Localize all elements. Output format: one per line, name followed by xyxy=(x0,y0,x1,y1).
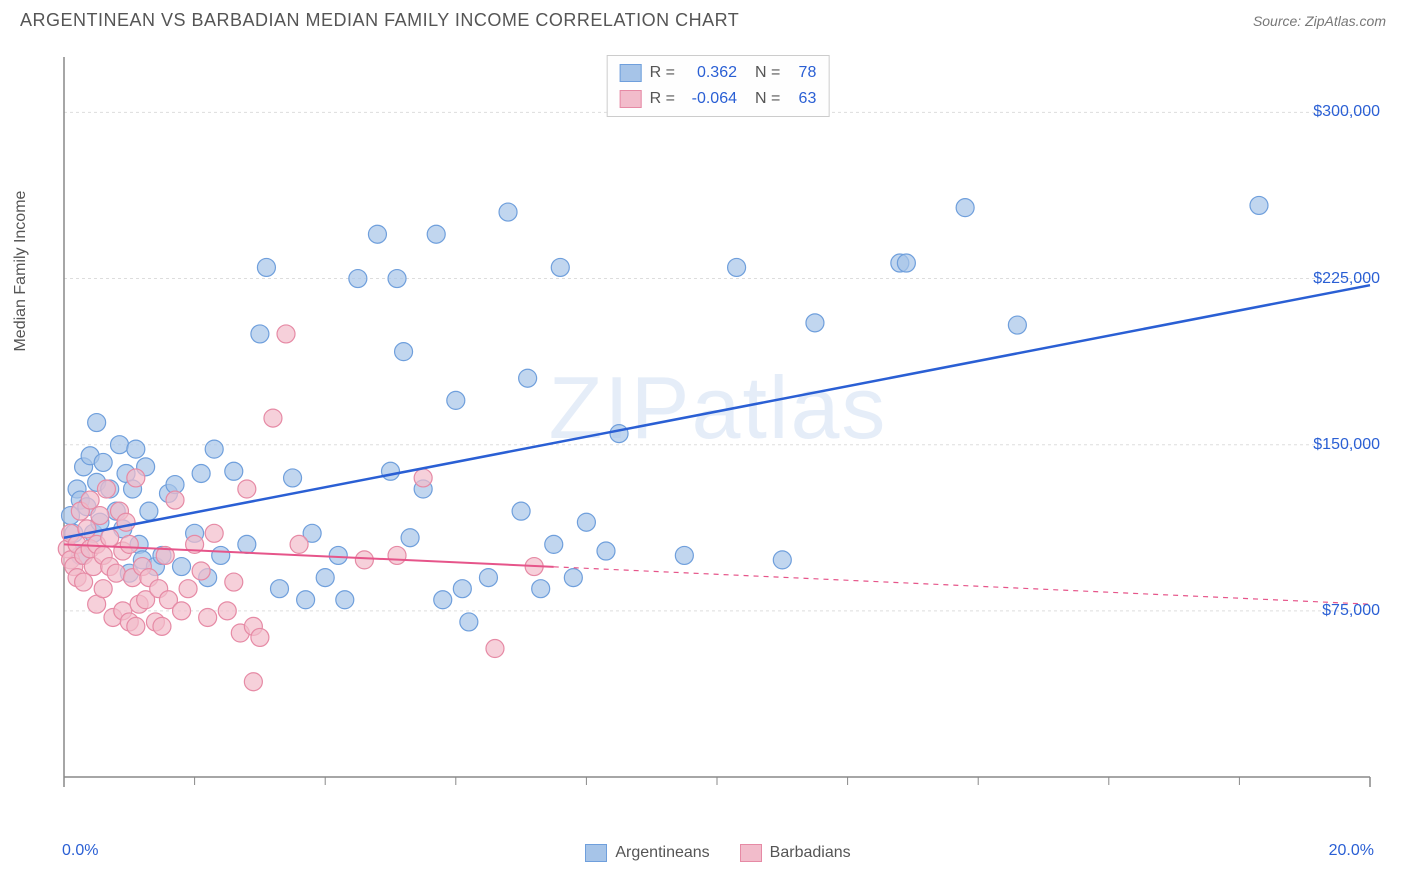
chart-footer: 0.0% 20.0% ArgentineansBarbadians xyxy=(60,836,1376,862)
y-tick-label: $300,000 xyxy=(1313,103,1380,121)
stats-row: R = -0.064 N = 63 xyxy=(620,86,817,112)
chart-source: Source: ZipAtlas.com xyxy=(1253,13,1386,29)
stats-legend: R = 0.362 N = 78 R = -0.064 N = 63 xyxy=(607,55,830,117)
y-axis-label: Median Family Income xyxy=(12,191,30,352)
n-value: 63 xyxy=(788,90,816,108)
y-tick-label: $75,000 xyxy=(1322,602,1380,620)
r-label: R = xyxy=(650,90,675,108)
series-swatch xyxy=(585,844,607,862)
legend-item: Argentineans xyxy=(585,844,709,862)
legend-item: Barbadians xyxy=(740,844,851,862)
n-value: 78 xyxy=(788,64,816,82)
r-value: 0.362 xyxy=(683,64,737,82)
series-legend: Argentineans Barbadians xyxy=(60,844,1376,862)
n-label: N = xyxy=(755,90,780,108)
r-value: -0.064 xyxy=(683,90,737,108)
r-label: R = xyxy=(650,64,675,82)
chart-area: Median Family Income ZIPatlas R = 0.362 … xyxy=(50,37,1386,827)
scatter-plot xyxy=(50,37,1386,827)
series-swatch xyxy=(740,844,762,862)
stats-row: R = 0.362 N = 78 xyxy=(620,60,817,86)
legend-label: Barbadians xyxy=(770,844,851,862)
chart-header: ARGENTINEAN VS BARBADIAN MEDIAN FAMILY I… xyxy=(0,0,1406,37)
y-tick-label: $225,000 xyxy=(1313,270,1380,288)
series-swatch xyxy=(620,64,642,82)
legend-label: Argentineans xyxy=(615,844,709,862)
y-tick-label: $150,000 xyxy=(1313,436,1380,454)
series-swatch xyxy=(620,90,642,108)
n-label: N = xyxy=(755,64,780,82)
chart-title: ARGENTINEAN VS BARBADIAN MEDIAN FAMILY I… xyxy=(20,10,739,31)
